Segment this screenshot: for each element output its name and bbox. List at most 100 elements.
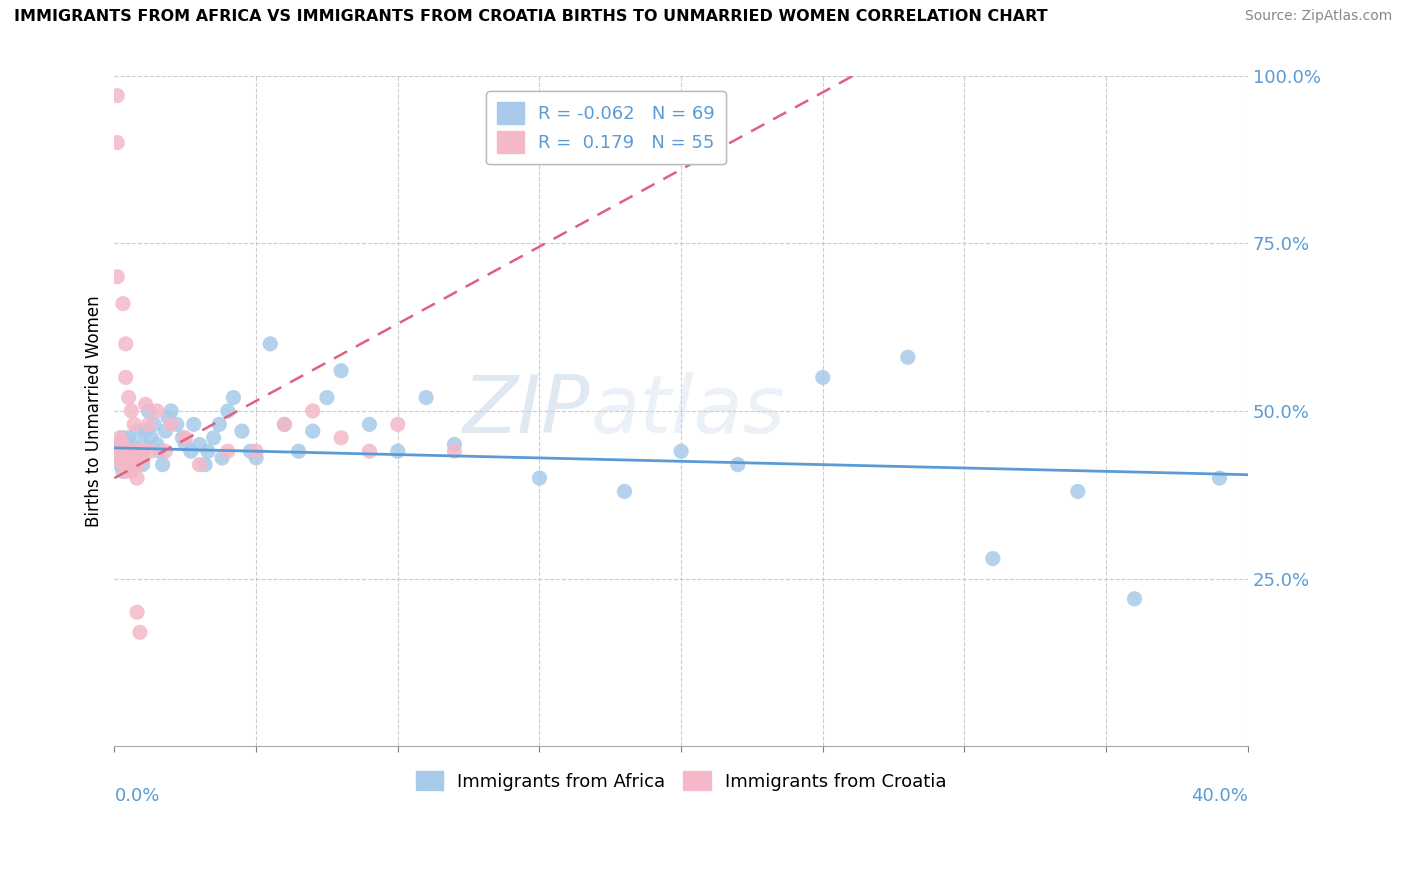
Point: [108, 450, 131, 465]
Point: [160, 404, 183, 418]
Point: [132, 458, 155, 472]
Point: [111, 444, 134, 458]
Point: [129, 444, 152, 458]
Point: [155, 444, 177, 458]
Point: [188, 437, 211, 451]
Point: [273, 417, 295, 432]
Point: [108, 444, 131, 458]
Point: [111, 431, 134, 445]
Point: [111, 437, 134, 451]
Point: [111, 450, 134, 465]
Point: [387, 417, 409, 432]
Point: [105, 88, 128, 103]
Point: [114, 450, 136, 465]
Point: [197, 444, 219, 458]
Point: [160, 417, 183, 432]
Text: atlas: atlas: [591, 372, 785, 450]
Point: [259, 337, 281, 351]
Point: [105, 136, 128, 150]
Point: [211, 450, 233, 465]
Point: [138, 404, 160, 418]
Point: [239, 444, 262, 458]
Point: [245, 444, 267, 458]
Point: [157, 410, 180, 425]
Point: [122, 458, 145, 472]
Point: [114, 437, 136, 451]
Point: [231, 424, 253, 438]
Point: [143, 417, 166, 432]
Point: [125, 471, 148, 485]
Point: [105, 444, 128, 458]
Point: [114, 337, 136, 351]
Point: [114, 464, 136, 478]
Point: [174, 437, 197, 451]
Point: [129, 625, 152, 640]
Point: [108, 450, 131, 465]
Point: [166, 417, 188, 432]
Point: [174, 431, 197, 445]
Point: [152, 458, 174, 472]
Point: [146, 404, 169, 418]
Point: [194, 458, 217, 472]
Point: [141, 431, 163, 445]
Point: [183, 417, 205, 432]
Point: [217, 404, 239, 418]
Point: [1067, 484, 1090, 499]
Point: [273, 417, 295, 432]
Point: [149, 444, 172, 458]
Point: [217, 444, 239, 458]
Point: [208, 417, 231, 432]
Point: [122, 417, 145, 432]
Point: [287, 444, 309, 458]
Point: [108, 437, 131, 451]
Point: [727, 458, 749, 472]
Point: [111, 450, 134, 465]
Point: [613, 484, 636, 499]
Point: [108, 458, 131, 472]
Point: [202, 431, 225, 445]
Point: [117, 431, 139, 445]
Point: [125, 450, 148, 465]
Legend: R = -0.062   N = 69, R =  0.179   N = 55: R = -0.062 N = 69, R = 0.179 N = 55: [486, 91, 725, 164]
Text: Source: ZipAtlas.com: Source: ZipAtlas.com: [1244, 9, 1392, 23]
Point: [443, 444, 465, 458]
Point: [811, 370, 834, 384]
Point: [114, 450, 136, 465]
Point: [122, 444, 145, 458]
Point: [122, 450, 145, 465]
Point: [415, 391, 437, 405]
Text: IMMIGRANTS FROM AFRICA VS IMMIGRANTS FROM CROATIA BIRTHS TO UNMARRIED WOMEN CORR: IMMIGRANTS FROM AFRICA VS IMMIGRANTS FRO…: [14, 9, 1047, 24]
Point: [120, 464, 142, 478]
Point: [330, 364, 353, 378]
Point: [105, 269, 128, 284]
Point: [111, 458, 134, 472]
Point: [125, 605, 148, 619]
Point: [1208, 471, 1230, 485]
Point: [105, 450, 128, 465]
Point: [129, 444, 152, 458]
Text: 40.0%: 40.0%: [1191, 787, 1249, 805]
Point: [114, 370, 136, 384]
Point: [146, 437, 169, 451]
Point: [120, 404, 142, 418]
Point: [180, 444, 202, 458]
Point: [120, 437, 142, 451]
Text: 0.0%: 0.0%: [114, 787, 160, 805]
Point: [897, 351, 920, 365]
Point: [301, 404, 323, 418]
Point: [120, 450, 142, 465]
Point: [387, 444, 409, 458]
Point: [111, 464, 134, 478]
Point: [108, 450, 131, 465]
Point: [114, 444, 136, 458]
Point: [125, 424, 148, 438]
Point: [222, 391, 245, 405]
Point: [117, 458, 139, 472]
Point: [117, 444, 139, 458]
Point: [316, 391, 339, 405]
Point: [132, 450, 155, 465]
Point: [132, 437, 155, 451]
Point: [443, 437, 465, 451]
Point: [132, 444, 155, 458]
Point: [117, 450, 139, 465]
